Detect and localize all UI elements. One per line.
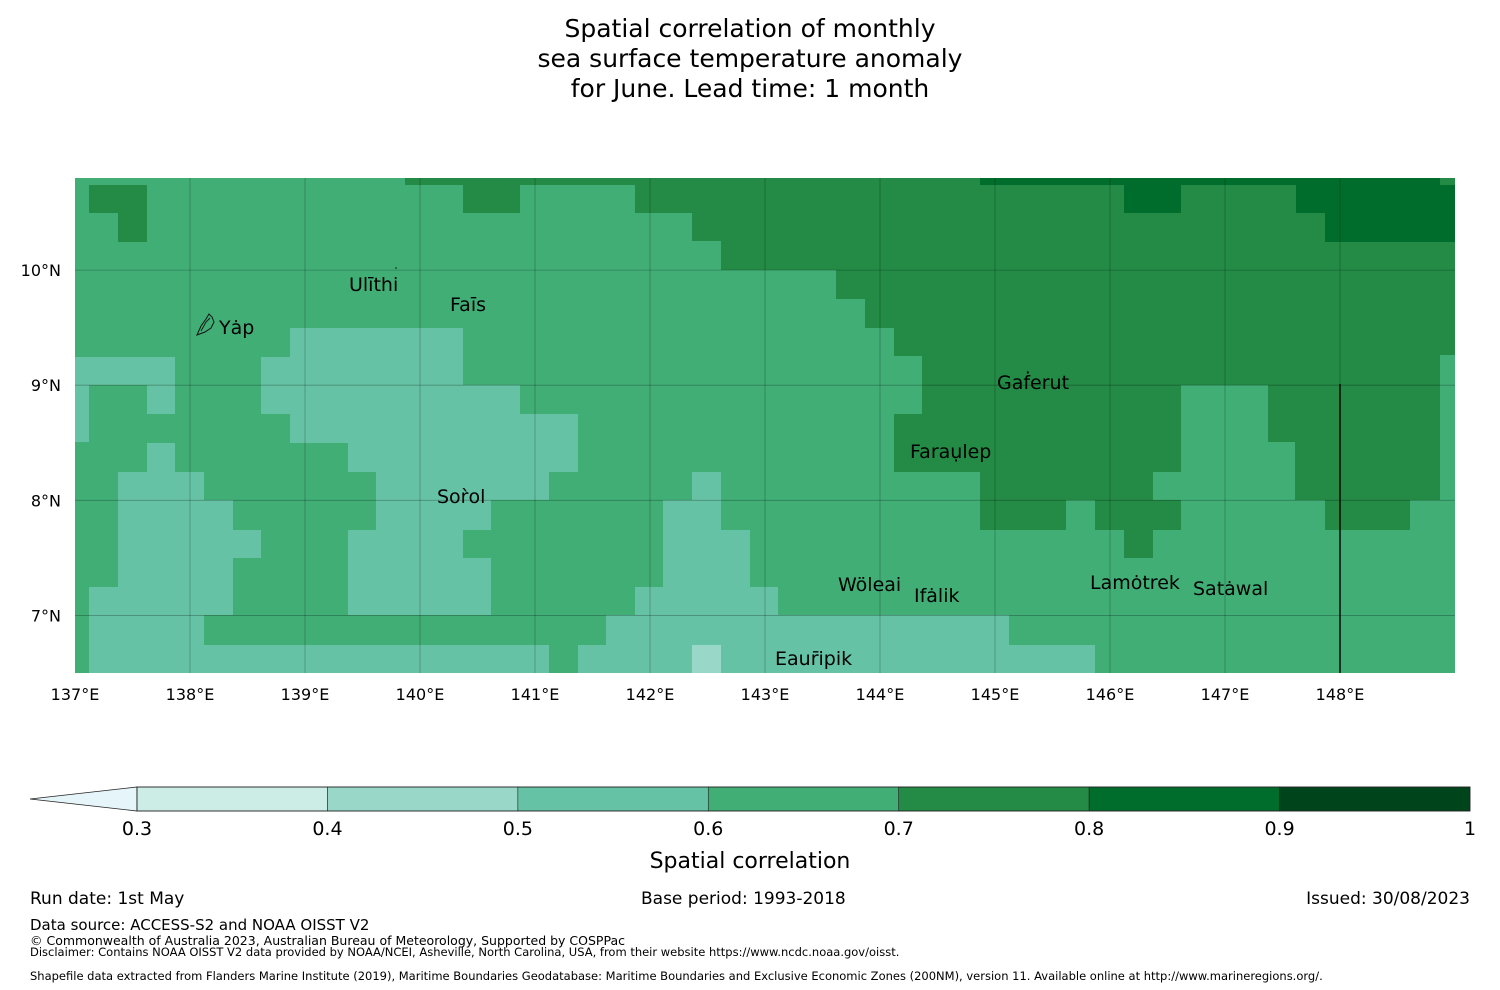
colorbar-extend-arrow (29, 786, 138, 812)
latitude-ticks: 7°N 8°N 9°N 10°N (21, 261, 61, 625)
lon-tick-label: 143°E (741, 685, 790, 704)
run-date: Run date: 1st May (30, 889, 185, 909)
label-fais: Faīs (450, 294, 486, 316)
label-lamotrek: Lamȯtrek (1090, 572, 1180, 594)
lon-tick-label: 139°E (281, 685, 330, 704)
lat-tick-label: 9°N (31, 376, 61, 395)
colorbar-block (1088, 786, 1280, 812)
correlation-region (89, 328, 578, 673)
map-panel (75, 178, 1455, 673)
colorbar-tick-label: 0.8 (1074, 818, 1104, 840)
colorbar-tick-label: 0.4 (312, 818, 342, 840)
correlation-region (405, 178, 1455, 558)
colorbar-block (1279, 786, 1471, 812)
label-ulithi: Ulīthi (349, 274, 398, 296)
correlation-region (1296, 185, 1455, 242)
label-faraulep: Faraụlep (910, 441, 991, 463)
colorbar: 0.3 0.4 0.5 0.6 0.7 0.8 0.9 1 Spatial correlati… (29, 786, 1476, 874)
lon-tick-label: 145°E (971, 685, 1020, 704)
label-eauripik: Eaur̄ipik (775, 648, 852, 670)
disclaimer: Disclaimer: Contains NOAA OISST V2 data … (30, 945, 900, 959)
colorbar-tick-label: 1 (1464, 818, 1476, 840)
correlation-region (692, 645, 721, 673)
lat-tick-label: 7°N (31, 606, 61, 625)
lon-tick-label: 137°E (51, 685, 100, 704)
label-satawal: Satȧwal (1193, 578, 1268, 600)
correlation-region (75, 357, 175, 442)
title-line-2: sea surface temperature anomaly (537, 44, 963, 73)
lat-tick-label: 8°N (31, 491, 61, 510)
title-line-1: Spatial correlation of monthly (564, 14, 936, 43)
lon-tick-label: 138°E (166, 685, 215, 704)
correlation-region (980, 178, 1440, 185)
label-woleai: Wöleai (838, 574, 901, 596)
colorbar-block (327, 786, 519, 812)
data-source: Data source: ACCESS-S2 and NOAA OISST V2 (30, 916, 370, 934)
lat-tick-label: 10°N (21, 261, 61, 280)
colorbar-tick-label: 0.7 (884, 818, 914, 840)
label-yap: Yȧp (218, 317, 254, 339)
title-line-3: for June. Lead time: 1 month (570, 74, 930, 103)
map-gridlines (75, 178, 1455, 673)
correlation-region (578, 472, 1095, 673)
label-ifalik: Ifȧlik (914, 585, 960, 607)
colorbar-tick-label: 0.9 (1264, 818, 1294, 840)
colorbar-block (707, 786, 900, 812)
longitude-ticks: 137°E 138°E 139°E 140°E 141°E 142°E 143°E 144°E… (51, 685, 1365, 704)
base-period: Base period: 1993-2018 (641, 889, 846, 909)
lon-tick-label: 146°E (1086, 685, 1135, 704)
lon-tick-label: 142°E (626, 685, 675, 704)
correlation-cells (75, 178, 1455, 673)
yap-island-shape (196, 267, 397, 336)
chart-title: Spatial correlation of monthly sea surfa… (0, 14, 1500, 104)
correlation-region (89, 185, 147, 242)
issued-date: Issued: 30/08/2023 (1306, 889, 1470, 909)
colorbar-label: Spatial correlation (650, 849, 851, 874)
lon-tick-label: 144°E (856, 685, 905, 704)
lon-tick-label: 141°E (511, 685, 560, 704)
label-sorol: Sor̀ol (437, 486, 485, 508)
colorbar-block (898, 786, 1090, 812)
correlation-region (1124, 185, 1181, 213)
label-gaferut: Gaḟerut (997, 370, 1069, 394)
lon-tick-label: 140°E (396, 685, 445, 704)
lon-tick-label: 148°E (1316, 685, 1365, 704)
lon-tick-label: 147°E (1201, 685, 1250, 704)
copyright: © Commonwealth of Australia 2023, Austra… (30, 933, 625, 948)
colorbar-tick-label: 0.3 (122, 818, 152, 840)
shapefile-credit: Shapefile data extracted from Flanders M… (30, 969, 1323, 983)
colorbar-block (136, 786, 328, 812)
colorbar-tick-label: 0.5 (503, 818, 533, 840)
colorbar-tick-label: 0.6 (693, 818, 723, 840)
ulithi-dot (395, 267, 397, 269)
colorbar-block (517, 786, 709, 812)
